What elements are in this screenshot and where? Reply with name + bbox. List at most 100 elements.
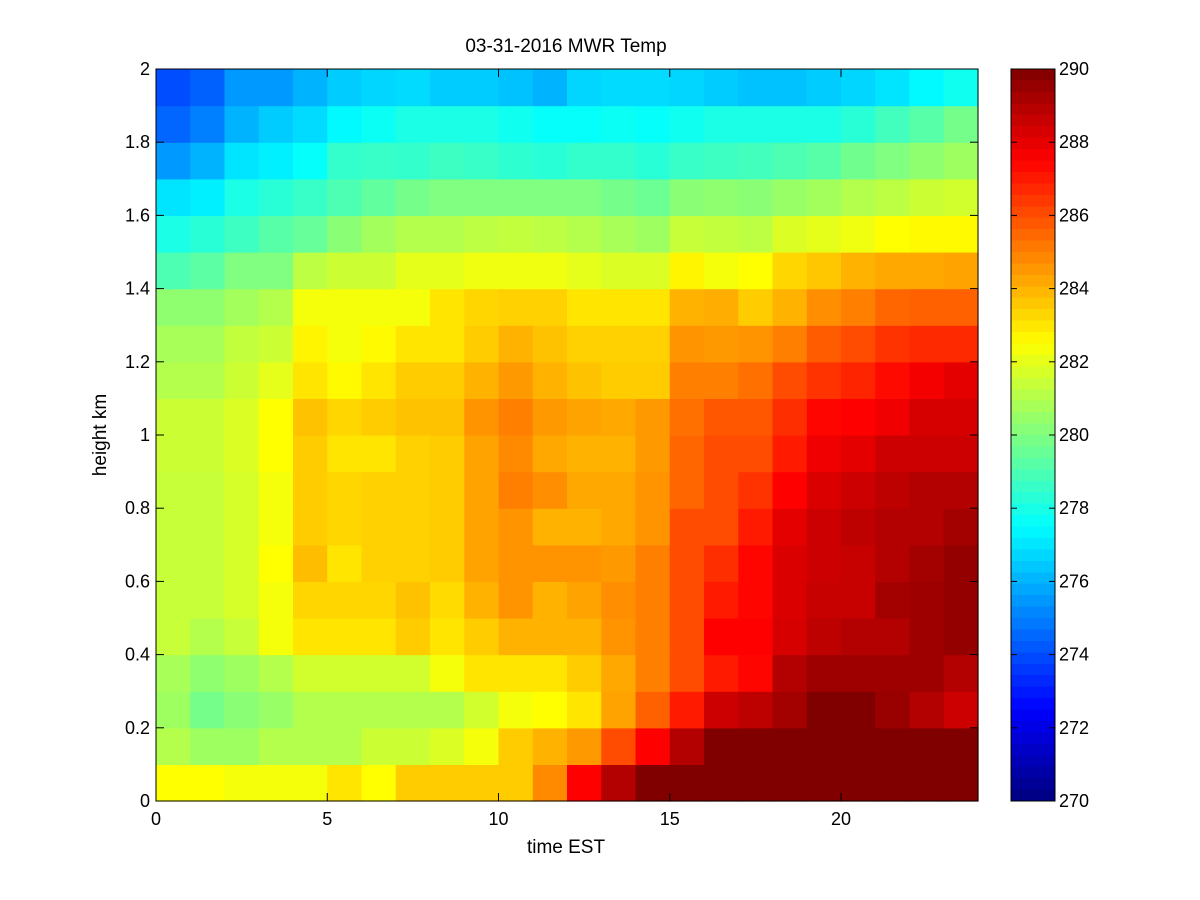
heatmap-cell — [395, 435, 431, 473]
heatmap-cell — [464, 471, 500, 509]
heatmap-cell — [293, 215, 328, 253]
heatmap-cell — [327, 691, 363, 729]
heatmap-cell — [772, 325, 808, 363]
heatmap-cell — [704, 105, 739, 143]
heatmap-cell — [498, 654, 534, 692]
heatmap-cell — [498, 325, 534, 363]
heatmap-cell — [464, 288, 500, 326]
heatmap-cell — [806, 398, 842, 436]
heatmap-cell — [704, 361, 739, 399]
heatmap-cell — [567, 69, 602, 107]
heatmap-cell — [395, 618, 431, 656]
heatmap-cell — [669, 581, 705, 619]
heatmap-cell — [190, 691, 226, 729]
heatmap-cell — [738, 361, 774, 399]
heatmap-cell — [669, 435, 705, 473]
heatmap-cell — [704, 398, 739, 436]
heatmap-cell — [156, 544, 191, 582]
heatmap-cell — [190, 215, 226, 253]
heatmap-cell — [669, 691, 705, 729]
heatmap-cell — [395, 178, 431, 216]
heatmap-cell — [909, 581, 945, 619]
colorbar-tick-label: 272 — [1059, 718, 1089, 738]
heatmap-cell — [635, 252, 671, 290]
heatmap-cell — [704, 178, 739, 216]
heatmap-cell — [327, 142, 363, 180]
heatmap-cell — [601, 544, 637, 582]
heatmap-cell — [327, 105, 363, 143]
heatmap-cell — [430, 178, 465, 216]
heatmap-cell — [361, 325, 397, 363]
heatmap-cell — [704, 142, 739, 180]
heatmap-cell — [704, 435, 739, 473]
heatmap-cell — [430, 435, 465, 473]
heatmap-cell — [567, 581, 602, 619]
heatmap-cell — [327, 361, 363, 399]
heatmap-cell — [875, 142, 911, 180]
heatmap-cell — [841, 508, 876, 546]
heatmap-cell — [224, 142, 260, 180]
heatmap-cell — [464, 361, 500, 399]
y-tick-label: 1.4 — [125, 279, 150, 299]
x-tick-label: 0 — [151, 809, 161, 829]
heatmap-cell — [806, 178, 842, 216]
heatmap-cell — [841, 435, 876, 473]
heatmap-cell — [669, 361, 705, 399]
heatmap-cell — [224, 398, 260, 436]
heatmap-cell — [224, 618, 260, 656]
heatmap-cell — [567, 618, 602, 656]
heatmap-cell — [704, 727, 739, 765]
heatmap-cell — [395, 361, 431, 399]
heatmap-cell — [430, 691, 465, 729]
heatmap-cell — [772, 435, 808, 473]
heatmap-cell — [772, 361, 808, 399]
heatmap-cell — [635, 727, 671, 765]
heatmap-cell — [704, 471, 739, 509]
heatmap-cell — [361, 727, 397, 765]
heatmap-cell — [738, 435, 774, 473]
heatmap-cell — [430, 654, 465, 692]
heatmap-cell — [156, 471, 191, 509]
heatmap-cell — [293, 288, 328, 326]
heatmap-cell — [224, 215, 260, 253]
heatmap-cell — [464, 178, 500, 216]
heatmap-cell — [532, 215, 568, 253]
heatmap-cell — [635, 142, 671, 180]
heatmap-cell — [635, 435, 671, 473]
heatmap-cell — [567, 252, 602, 290]
heatmap-cell — [156, 361, 191, 399]
heatmap-cell — [190, 288, 226, 326]
heatmap-cell — [293, 727, 328, 765]
heatmap-cell — [875, 288, 911, 326]
heatmap-cell — [190, 178, 226, 216]
heatmap-cell — [361, 361, 397, 399]
heatmap-cell — [635, 178, 671, 216]
heatmap-cell — [361, 288, 397, 326]
heatmap-cell — [293, 361, 328, 399]
heatmap-cell — [738, 69, 774, 107]
heatmap-cell — [190, 618, 226, 656]
heatmap-cell — [430, 508, 465, 546]
heatmap-cell — [395, 471, 431, 509]
heatmap-cell — [224, 654, 260, 692]
heatmap-cell — [258, 252, 294, 290]
heatmap-cell — [430, 252, 465, 290]
heatmap-cell — [532, 618, 568, 656]
heatmap-cell — [841, 618, 876, 656]
heatmap-cell — [738, 178, 774, 216]
heatmap-cell — [430, 544, 465, 582]
heatmap-cell — [190, 764, 226, 802]
heatmap-cell — [258, 215, 294, 253]
heatmap-cell — [156, 178, 191, 216]
heatmap-cell — [806, 252, 842, 290]
heatmap-cells — [156, 69, 979, 802]
heatmap-cell — [601, 435, 637, 473]
heatmap-cell — [464, 398, 500, 436]
heatmap-cell — [909, 288, 945, 326]
y-tick-label: 1.6 — [125, 205, 150, 225]
heatmap-cell — [190, 471, 226, 509]
heatmap-cell — [875, 544, 911, 582]
heatmap-cell — [327, 435, 363, 473]
heatmap-cell — [190, 361, 226, 399]
